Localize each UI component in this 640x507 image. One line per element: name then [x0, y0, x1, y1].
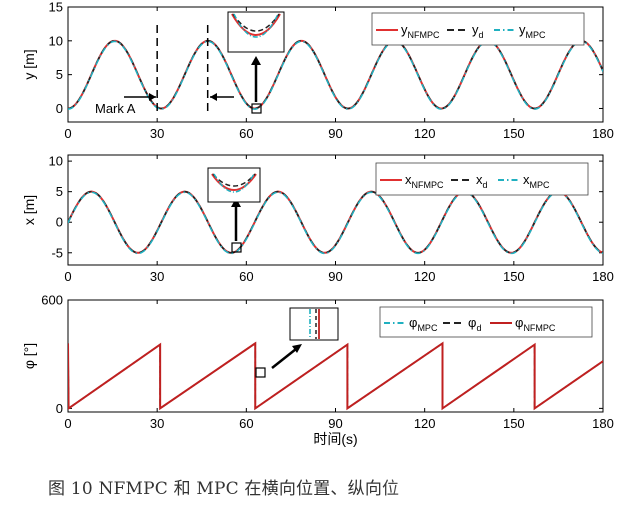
x-tick-label: 150: [503, 416, 525, 431]
y-tick-label: 0: [56, 215, 63, 230]
x-tick-label: 180: [592, 416, 614, 431]
legend-entry-φ_d: φd: [468, 315, 481, 333]
y-tick-label: 15: [49, 0, 63, 15]
legend-entry-y_MPC: yMPC: [519, 22, 546, 40]
inset-curve-nfmpc: [211, 173, 257, 191]
panel-y-position: 0 30 60 90 120 150 180 0 5 10 15 y [m] yNFMPC yd yMPC M…: [21, 0, 614, 141]
x-tick-label: 120: [414, 126, 436, 141]
x-tick-label: 30: [150, 416, 164, 431]
zoom-arrow-head: [251, 56, 261, 65]
y-tick-label: 600: [41, 293, 63, 308]
legend-entry-x_d: xd: [476, 172, 488, 190]
legend-box: [371, 12, 585, 46]
zoom-inset: [207, 167, 261, 203]
x-axis-label: 时间(s): [313, 431, 357, 447]
y-tick-label: 0: [56, 401, 63, 416]
inset-curve-mpc: [233, 13, 279, 38]
x-tick-label: 150: [503, 126, 525, 141]
x-tick-label: 90: [328, 416, 342, 431]
x-tick-label: 30: [150, 126, 164, 141]
legend-box: [379, 306, 593, 338]
legend: yNFMPC yd yMPC: [371, 12, 585, 46]
y-tick-label: 10: [49, 33, 63, 48]
series-line-φ_NFMPC: [68, 341, 603, 411]
series-line-x_MPC: [68, 191, 603, 255]
annotation-arrow-head: [149, 93, 156, 101]
legend-entry-y_NFMPC: yNFMPC: [401, 22, 440, 40]
x-tick-label: 0: [64, 416, 71, 431]
annotation-arrow-head-2: [210, 93, 217, 101]
y-tick-label: 10: [49, 154, 63, 169]
figure-caption: 图 10 NFMPC 和 MPC 在横向位置、纵向位: [48, 479, 400, 499]
x-tick-label: 0: [64, 269, 71, 284]
y-tick-label: 5: [56, 184, 63, 199]
legend-entry-φ_NFMPC: φNFMPC: [515, 315, 556, 333]
y-tick-label: -5: [51, 245, 63, 260]
zoom-arrow-head: [292, 344, 302, 353]
x-tick-label: 60: [239, 126, 253, 141]
x-tick-label: 120: [414, 416, 436, 431]
y-tick-label: 0: [56, 101, 63, 116]
legend-entry-y_d: yd: [472, 22, 484, 40]
legend-entry-x_NFMPC: xNFMPC: [405, 172, 444, 190]
annotation-text: Mark A: [95, 101, 136, 116]
caption-fade: [380, 470, 640, 500]
x-tick-label: 180: [592, 269, 614, 284]
legend: φMPC φd φNFMPC: [379, 306, 593, 338]
legend-box: [375, 162, 589, 196]
y-tick-label: 5: [56, 67, 63, 82]
legend-entry-x_MPC: xMPC: [523, 172, 550, 190]
zoom-box: [251, 103, 262, 114]
zoom-inset: [227, 11, 285, 53]
zoom-box: [255, 367, 266, 378]
y-axis-label: y [m]: [21, 49, 37, 79]
x-tick-label: 30: [150, 269, 164, 284]
zoom-box: [231, 242, 242, 253]
x-tick-label: 0: [64, 126, 71, 141]
inset-curve-nfmpc: [231, 13, 281, 36]
y-axis-label: x [m]: [21, 195, 37, 225]
legend-entry-φ_MPC: φMPC: [409, 315, 438, 333]
x-tick-label: 60: [239, 269, 253, 284]
x-tick-label: 90: [328, 126, 342, 141]
zoom-inset: [289, 307, 339, 341]
panel-heading: 0 30 60 90 120 150 180 0 600 φ [°] 时间(s) φMPC φd φNFM…: [21, 293, 614, 448]
x-tick-label: 90: [328, 269, 342, 284]
x-tick-label: 120: [414, 269, 436, 284]
x-tick-label: 180: [592, 126, 614, 141]
x-tick-label: 60: [239, 416, 253, 431]
x-tick-label: 150: [503, 269, 525, 284]
legend: xNFMPC xd xMPC: [375, 162, 589, 196]
y-axis-label: φ [°]: [21, 343, 37, 369]
zoom-arrow: [271, 348, 297, 369]
